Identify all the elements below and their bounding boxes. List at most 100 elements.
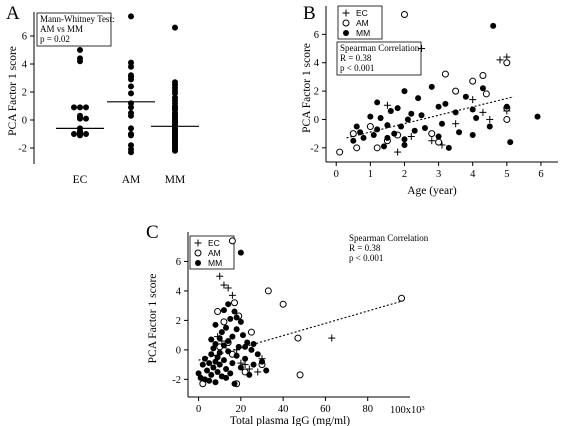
data-point-mm (231, 308, 238, 315)
data-point-mm (507, 139, 514, 146)
data-point-ec (77, 58, 83, 65)
data-point-am (279, 300, 287, 308)
data-point-mm (248, 346, 255, 353)
data-point-ec (71, 131, 77, 137)
data-point-mm (250, 340, 257, 347)
x-tick-label: 40 (278, 404, 289, 415)
data-point-mm (237, 249, 244, 256)
data-point-mm (357, 129, 364, 136)
y-tick-label: 2 (22, 88, 27, 99)
y-tick-label: 2 (176, 316, 181, 327)
data-point-ec (245, 365, 253, 373)
x-tick-label: 80 (362, 404, 373, 415)
data-point-am (294, 334, 302, 342)
correlation-annotation-line-1: Spearman Correlation (349, 233, 429, 243)
data-point-ec (77, 47, 83, 53)
data-point-mm (377, 115, 384, 122)
data-point-ec (83, 115, 89, 122)
correlation-annotation-line-2: R = 0.38 (349, 243, 381, 253)
y-tick-label: 0 (176, 345, 181, 356)
data-point-mm (235, 343, 242, 350)
data-point-am (128, 90, 134, 97)
data-point-am (128, 83, 134, 90)
data-point-am (220, 318, 228, 326)
y-axis-title: PCA Factor 1 score (147, 274, 159, 364)
data-point-mm (223, 324, 230, 331)
y-tick-label: -2 (172, 375, 181, 386)
correlation-annotation-line-2: R = 0.38 (340, 53, 372, 63)
correlation-annotation-line-3: p < 0.001 (349, 253, 383, 263)
data-point-mm (401, 136, 408, 143)
correlation-annotation-line-1: Spearman Correlation (340, 43, 420, 53)
trend-line (346, 96, 514, 139)
data-point-am (482, 90, 490, 98)
legend-label-am: AM (208, 248, 221, 258)
panel-b-chart: -2 0 2 4 6 0 1 2 3 4 5 6 Age (year) PCA Factor 1 scor… (301, 5, 558, 197)
data-point-mm (229, 360, 236, 367)
y-tick-label: 6 (314, 30, 319, 41)
data-point-mm (225, 348, 232, 355)
x-multiplier-label: 100x10³ (390, 405, 425, 416)
data-point-am (128, 125, 134, 132)
data-point-am (128, 104, 134, 111)
data-point-ec (71, 104, 77, 111)
data-point-mm (401, 141, 408, 148)
data-point-mm (172, 90, 178, 97)
data-point-am (441, 70, 449, 78)
data-point-ec (486, 115, 494, 123)
data-point-am (435, 138, 443, 146)
data-point-mm (206, 360, 213, 367)
y-tick-label: 6 (22, 32, 27, 43)
data-point-mm (172, 24, 178, 31)
data-point-ec (452, 120, 460, 128)
data-point-mm (404, 116, 411, 123)
data-point-am (128, 63, 134, 70)
data-point-mm (374, 126, 381, 133)
data-point-mm (421, 124, 428, 131)
data-point-mm (394, 105, 401, 112)
data-point-ec (328, 334, 336, 342)
x-tick-label: 6 (538, 169, 543, 180)
test-annotation-line-2: AM vs MM (40, 24, 83, 34)
data-point-mm (250, 361, 257, 368)
data-point-am (128, 142, 134, 149)
data-point-mm (490, 22, 497, 29)
data-point-mm (452, 109, 459, 116)
data-point-mm (220, 357, 227, 364)
data-point-mm (216, 335, 223, 342)
data-point-am (264, 287, 272, 295)
data-point-mm (172, 147, 178, 154)
data-point-mm (384, 134, 391, 141)
data-point-mm (220, 307, 227, 314)
data-point-mm (462, 93, 469, 100)
data-point-am (503, 59, 511, 67)
data-point-am (128, 149, 134, 156)
data-point-mm (229, 333, 236, 340)
data-point-mm (233, 352, 240, 359)
correlation-annotation-line-3: p < 0.001 (340, 63, 374, 73)
data-point-mm (469, 132, 476, 139)
data-point-mm (479, 85, 486, 92)
data-point-am (336, 148, 344, 156)
data-point-mm (374, 99, 381, 106)
data-point-mm (233, 326, 240, 333)
data-point-mm (206, 377, 213, 384)
data-point-mm (216, 349, 223, 356)
data-point-mm (201, 355, 208, 362)
data-point-ec (220, 281, 228, 289)
data-point-mm (391, 130, 398, 137)
panel-a-chart: -2 0 2 4 6 EC AM MM PCA Factor 1 score Mann-Whitn… (7, 12, 199, 186)
legend-label-am: AM (356, 18, 369, 28)
data-point-ec (228, 291, 236, 299)
y-tick-label: 4 (22, 60, 28, 71)
data-point-mm (225, 301, 232, 308)
x-tick-label: 4 (470, 169, 476, 180)
x-category-label-ec: EC (73, 174, 88, 186)
correlation-annotation-box (336, 41, 422, 76)
data-point-mm (254, 351, 261, 358)
data-point-mm (225, 338, 232, 345)
data-point-mm (208, 351, 215, 358)
data-point-mm (381, 143, 387, 150)
data-point-am (503, 115, 511, 123)
data-point-mm (212, 340, 219, 347)
